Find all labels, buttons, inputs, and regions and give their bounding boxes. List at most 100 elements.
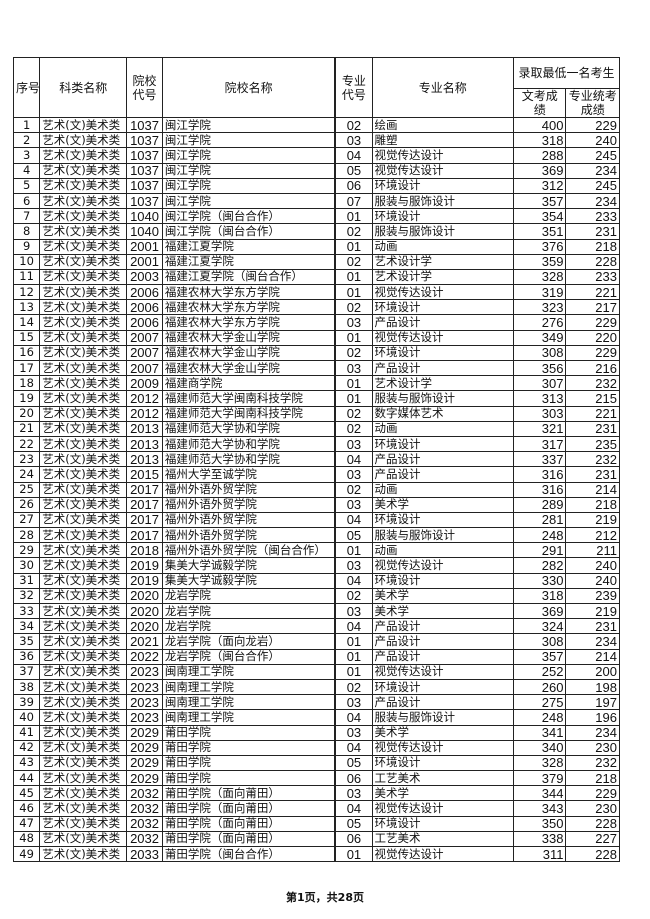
table-row: 41 艺术(文)美术类 2029 莆田学院 03 美术学 341 234 <box>12 724 620 741</box>
row-major-name: 动画 <box>371 238 515 255</box>
row-art-score: 228 <box>565 815 620 832</box>
row-school-code: 2021 <box>126 633 163 650</box>
table-row: 37 艺术(文)美术类 2023 闽南理工学院 01 视觉传达设计 252 200 <box>12 663 620 680</box>
row-school-code: 2013 <box>126 435 163 453</box>
row-school-name: 福州外语外贸学院 <box>161 511 336 529</box>
row-major-code: 04 <box>334 739 373 756</box>
row-major-name: 美术学 <box>371 602 515 620</box>
row-seq: 10 <box>12 253 41 270</box>
table-row: 42 艺术(文)美术类 2029 莆田学院 04 视觉传达设计 340 230 <box>12 739 620 756</box>
row-school-name: 福州外语外贸学院 <box>161 527 336 544</box>
row-category: 艺术(文)美术类 <box>39 238 128 255</box>
row-culture-score: 317 <box>513 435 567 453</box>
row-major-name: 环境设计 <box>371 572 515 589</box>
row-category: 艺术(文)美术类 <box>39 177 128 194</box>
row-school-code: 2007 <box>126 359 163 377</box>
row-art-score: 216 <box>565 359 620 377</box>
row-major-code: 01 <box>334 238 373 255</box>
row-culture-score: 376 <box>513 238 567 255</box>
row-major-name: 绘画 <box>371 116 515 134</box>
row-culture-score: 369 <box>513 162 567 179</box>
row-major-code: 03 <box>334 496 373 513</box>
row-art-score: 198 <box>565 678 620 696</box>
row-major-name: 服装与服饰设计 <box>371 223 515 240</box>
row-major-name: 视觉传达设计 <box>371 800 515 817</box>
row-major-code: 05 <box>334 162 373 179</box>
row-seq: 28 <box>12 527 41 544</box>
row-major-name: 产品设计 <box>371 694 515 711</box>
row-culture-score: 308 <box>513 344 567 362</box>
row-major-name: 环境设计 <box>371 754 515 772</box>
row-major-code: 04 <box>334 511 373 529</box>
row-seq: 38 <box>12 678 41 696</box>
row-art-score: 197 <box>565 694 620 711</box>
row-school-name: 闽江学院（闽台合作） <box>161 223 336 240</box>
row-category: 艺术(文)美术类 <box>39 192 128 210</box>
row-art-score: 212 <box>565 527 620 544</box>
row-culture-score: 338 <box>513 830 567 848</box>
row-category: 艺术(文)美术类 <box>39 754 128 772</box>
row-school-code: 1037 <box>126 192 163 210</box>
row-school-code: 2020 <box>126 602 163 620</box>
table-row: 14 艺术(文)美术类 2006 福建农林大学东方学院 03 产品设计 276 229 <box>12 314 620 331</box>
row-art-score: 196 <box>565 709 620 726</box>
row-major-name: 美术学 <box>371 785 515 802</box>
row-category: 艺术(文)美术类 <box>39 405 128 422</box>
row-school-name: 莆田学院 <box>161 754 336 772</box>
row-seq: 27 <box>12 511 41 529</box>
row-major-name: 视觉传达设计 <box>371 557 515 574</box>
row-major-code: 02 <box>334 253 373 270</box>
row-major-code: 02 <box>334 420 373 437</box>
row-school-name: 福建师范大学协和学院 <box>161 451 336 468</box>
row-seq: 36 <box>12 648 41 665</box>
row-major-code: 03 <box>334 435 373 453</box>
row-school-code: 1037 <box>126 147 163 164</box>
table-row: 10 艺术(文)美术类 2001 福建江夏学院 02 艺术设计学 359 228 <box>12 253 620 270</box>
row-major-name: 环境设计 <box>371 678 515 696</box>
header-school-code: 院校代号 <box>126 57 163 118</box>
row-culture-score: 308 <box>513 633 567 650</box>
row-school-code: 2029 <box>126 724 163 741</box>
row-art-score: 230 <box>565 739 620 756</box>
row-seq: 45 <box>12 785 41 802</box>
row-seq: 9 <box>12 238 41 255</box>
row-major-name: 环境设计 <box>371 815 515 832</box>
row-school-code: 2012 <box>126 390 163 407</box>
row-school-name: 福州大学至诚学院 <box>161 466 336 483</box>
row-art-score: 220 <box>565 329 620 346</box>
table-row: 46 艺术(文)美术类 2032 莆田学院（面向莆田） 04 视觉传达设计 343 230 <box>12 800 620 817</box>
row-seq: 31 <box>12 572 41 589</box>
table-row: 36 艺术(文)美术类 2022 龙岩学院（闽台合作） 01 产品设计 357 214 <box>12 648 620 665</box>
row-art-score: 217 <box>565 299 620 316</box>
row-culture-score: 252 <box>513 663 567 680</box>
row-culture-score: 312 <box>513 177 567 194</box>
row-culture-score: 356 <box>513 359 567 377</box>
row-school-name: 福建农林大学金山学院 <box>161 344 336 362</box>
row-category: 艺术(文)美术类 <box>39 329 128 346</box>
row-major-code: 04 <box>334 451 373 468</box>
row-seq: 17 <box>12 359 41 377</box>
row-major-name: 环境设计 <box>371 511 515 529</box>
row-category: 艺术(文)美术类 <box>39 587 128 605</box>
row-seq: 46 <box>12 800 41 817</box>
row-category: 艺术(文)美术类 <box>39 435 128 453</box>
row-school-name: 福建农林大学金山学院 <box>161 359 336 377</box>
row-category: 艺术(文)美术类 <box>39 208 128 225</box>
row-art-score: 219 <box>565 602 620 620</box>
table-row: 44 艺术(文)美术类 2029 莆田学院 06 工艺美术 379 218 <box>12 770 620 787</box>
row-major-name: 工艺美术 <box>371 770 515 787</box>
row-culture-score: 316 <box>513 466 567 483</box>
table-row: 17 艺术(文)美术类 2007 福建农林大学金山学院 03 产品设计 356 216 <box>12 359 620 377</box>
row-major-name: 服装与服饰设计 <box>371 192 515 210</box>
table-row: 19 艺术(文)美术类 2012 福建师范大学闽南科技学院 01 服装与服饰设计 313 21… <box>12 390 620 407</box>
row-school-code: 1037 <box>126 162 163 179</box>
row-school-code: 2029 <box>126 754 163 772</box>
row-major-code: 04 <box>334 147 373 164</box>
row-category: 艺术(文)美术类 <box>39 451 128 468</box>
row-major-code: 02 <box>334 405 373 422</box>
row-school-code: 2007 <box>126 329 163 346</box>
row-category: 艺术(文)美术类 <box>39 770 128 787</box>
row-school-code: 2032 <box>126 800 163 817</box>
row-seq: 42 <box>12 739 41 756</box>
row-seq: 19 <box>12 390 41 407</box>
